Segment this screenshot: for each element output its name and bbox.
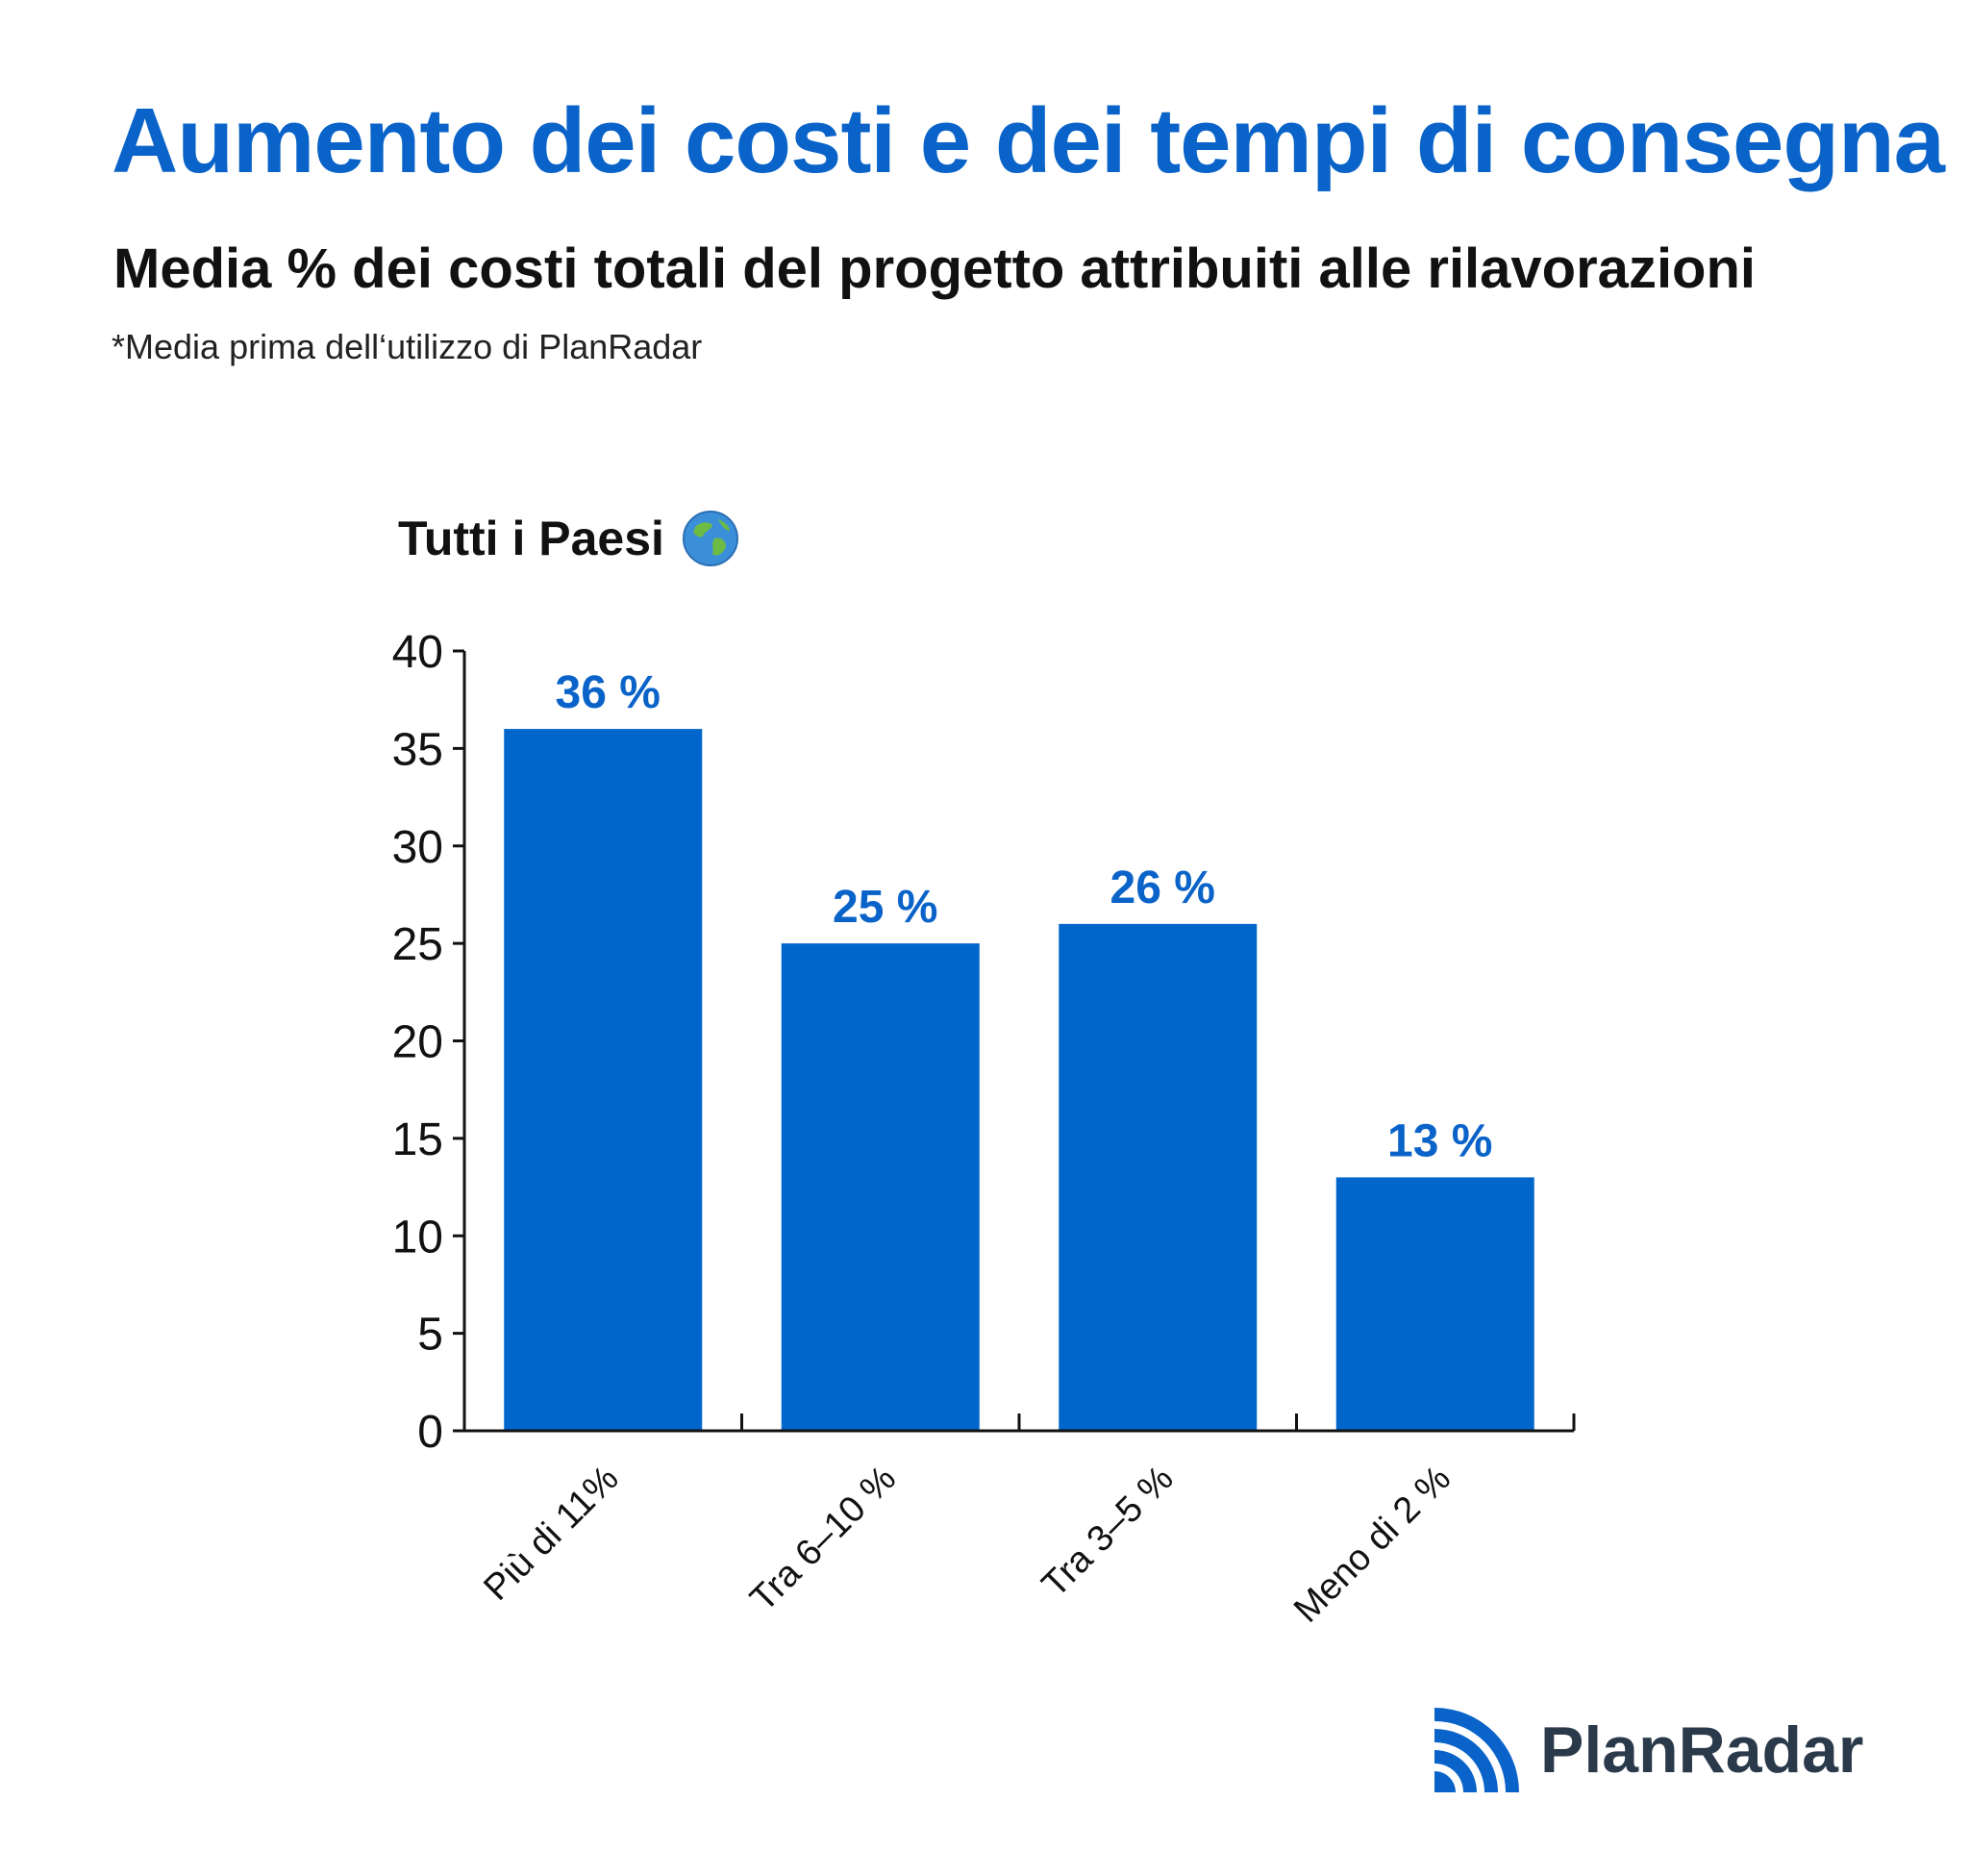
y-axis-ticks: 0 5 10 15 20 25 30 35 40 bbox=[392, 627, 464, 1458]
bar-value-label: 36 % bbox=[556, 667, 661, 718]
bar-3 bbox=[1059, 923, 1258, 1431]
page-subtitle: Media % dei costi totali del progetto at… bbox=[113, 238, 1757, 300]
chart-title-group: Tutti i Paesi bbox=[398, 510, 739, 567]
y-tick-label: 35 bbox=[392, 724, 443, 775]
chart-title: Tutti i Paesi bbox=[398, 512, 664, 565]
footnote: *Media prima dell‘utilizzo di PlanRadar bbox=[112, 327, 703, 366]
x-category-label: Tra 6–10 % bbox=[743, 1459, 905, 1620]
y-tick-label: 25 bbox=[392, 919, 443, 970]
y-tick-label: 5 bbox=[417, 1310, 443, 1361]
bar-value-label: 25 % bbox=[833, 882, 937, 933]
x-category-label: Più di 11% bbox=[476, 1459, 626, 1609]
y-tick-label: 0 bbox=[417, 1407, 443, 1458]
x-category-label: Meno di 2 % bbox=[1286, 1459, 1459, 1631]
bar-value-label: 13 % bbox=[1387, 1115, 1492, 1166]
bar-value-labels: 36 % 25 % 26 % 13 % bbox=[556, 667, 1493, 1166]
bar-2 bbox=[781, 943, 980, 1431]
page-title: Aumento dei costi e dei tempi di consegn… bbox=[112, 89, 1945, 192]
x-axis-ticks bbox=[740, 1413, 1576, 1431]
y-tick-label: 10 bbox=[392, 1212, 443, 1263]
brand-logo: PlanRadar bbox=[1429, 1702, 1863, 1798]
bar-1 bbox=[504, 729, 703, 1431]
bar-4 bbox=[1335, 1177, 1534, 1431]
y-tick-label: 40 bbox=[392, 627, 443, 678]
bars bbox=[504, 729, 1534, 1431]
globe-icon bbox=[682, 511, 738, 566]
y-tick-label: 20 bbox=[392, 1017, 443, 1068]
y-tick-label: 30 bbox=[392, 822, 443, 873]
x-category-label: Tra 3–5 % bbox=[1035, 1459, 1182, 1606]
planradar-logo-icon bbox=[1429, 1702, 1525, 1798]
y-tick-label: 15 bbox=[392, 1114, 443, 1165]
bar-value-label: 26 % bbox=[1110, 863, 1215, 913]
brand-name: PlanRadar bbox=[1540, 1713, 1864, 1787]
x-axis-labels: Più di 11% Tra 6–10 % Tra 3–5 % Meno di 2 % bbox=[476, 1459, 1459, 1631]
